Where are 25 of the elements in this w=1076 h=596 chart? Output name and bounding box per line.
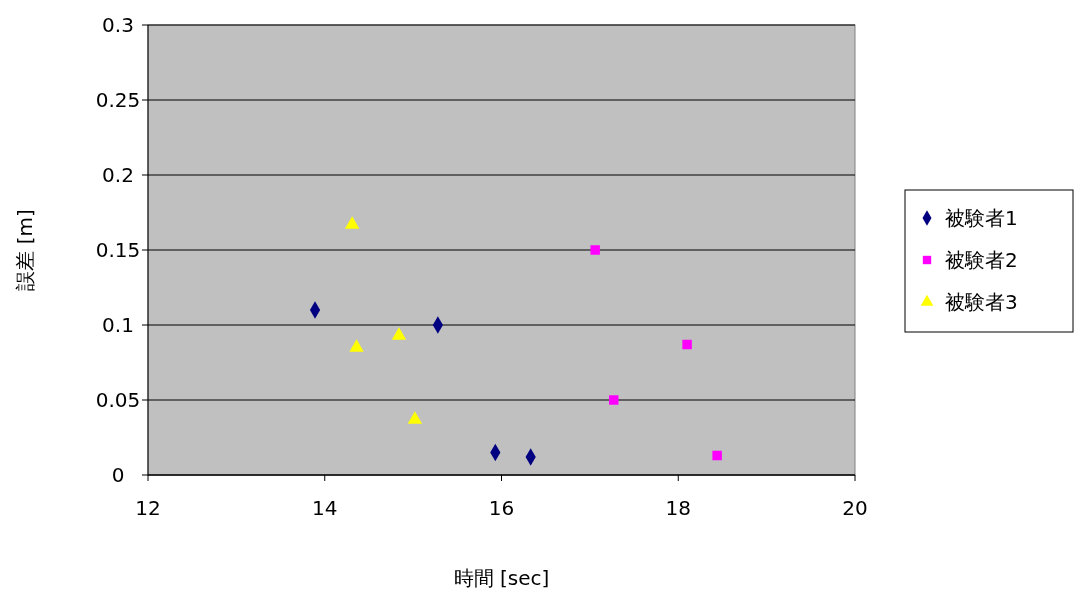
y-tick-label: 0.1 bbox=[102, 313, 134, 337]
x-tick-label: 12 bbox=[135, 496, 161, 520]
x-tick-label: 18 bbox=[665, 496, 691, 520]
x-tick-label: 14 bbox=[312, 496, 338, 520]
x-axis-title: 時間 [sec] bbox=[453, 566, 550, 590]
point bbox=[608, 395, 619, 405]
legend-label: 被験者2 bbox=[945, 248, 1018, 272]
y-tick-label: 0 bbox=[111, 463, 125, 487]
y-axis-title: 誤差 [m] bbox=[13, 209, 37, 291]
y-tick-label: 0.3 bbox=[102, 13, 134, 37]
x-tick-label: 20 bbox=[842, 496, 868, 520]
y-tick-label: 0.2 bbox=[102, 163, 134, 187]
point bbox=[349, 339, 364, 352]
x-tick-label: 16 bbox=[488, 496, 515, 520]
point bbox=[590, 245, 600, 255]
legend-label: 被験者1 bbox=[945, 206, 1018, 230]
point bbox=[391, 327, 407, 340]
point bbox=[682, 339, 692, 350]
point bbox=[712, 450, 722, 461]
point bbox=[344, 216, 360, 229]
y-tick-label: 0.25 bbox=[95, 88, 141, 112]
point bbox=[407, 411, 423, 424]
y-tick-label: 0.15 bbox=[95, 238, 141, 262]
legend-label: 被験者3 bbox=[945, 290, 1018, 314]
y-tick-label: 0.05 bbox=[95, 388, 141, 412]
